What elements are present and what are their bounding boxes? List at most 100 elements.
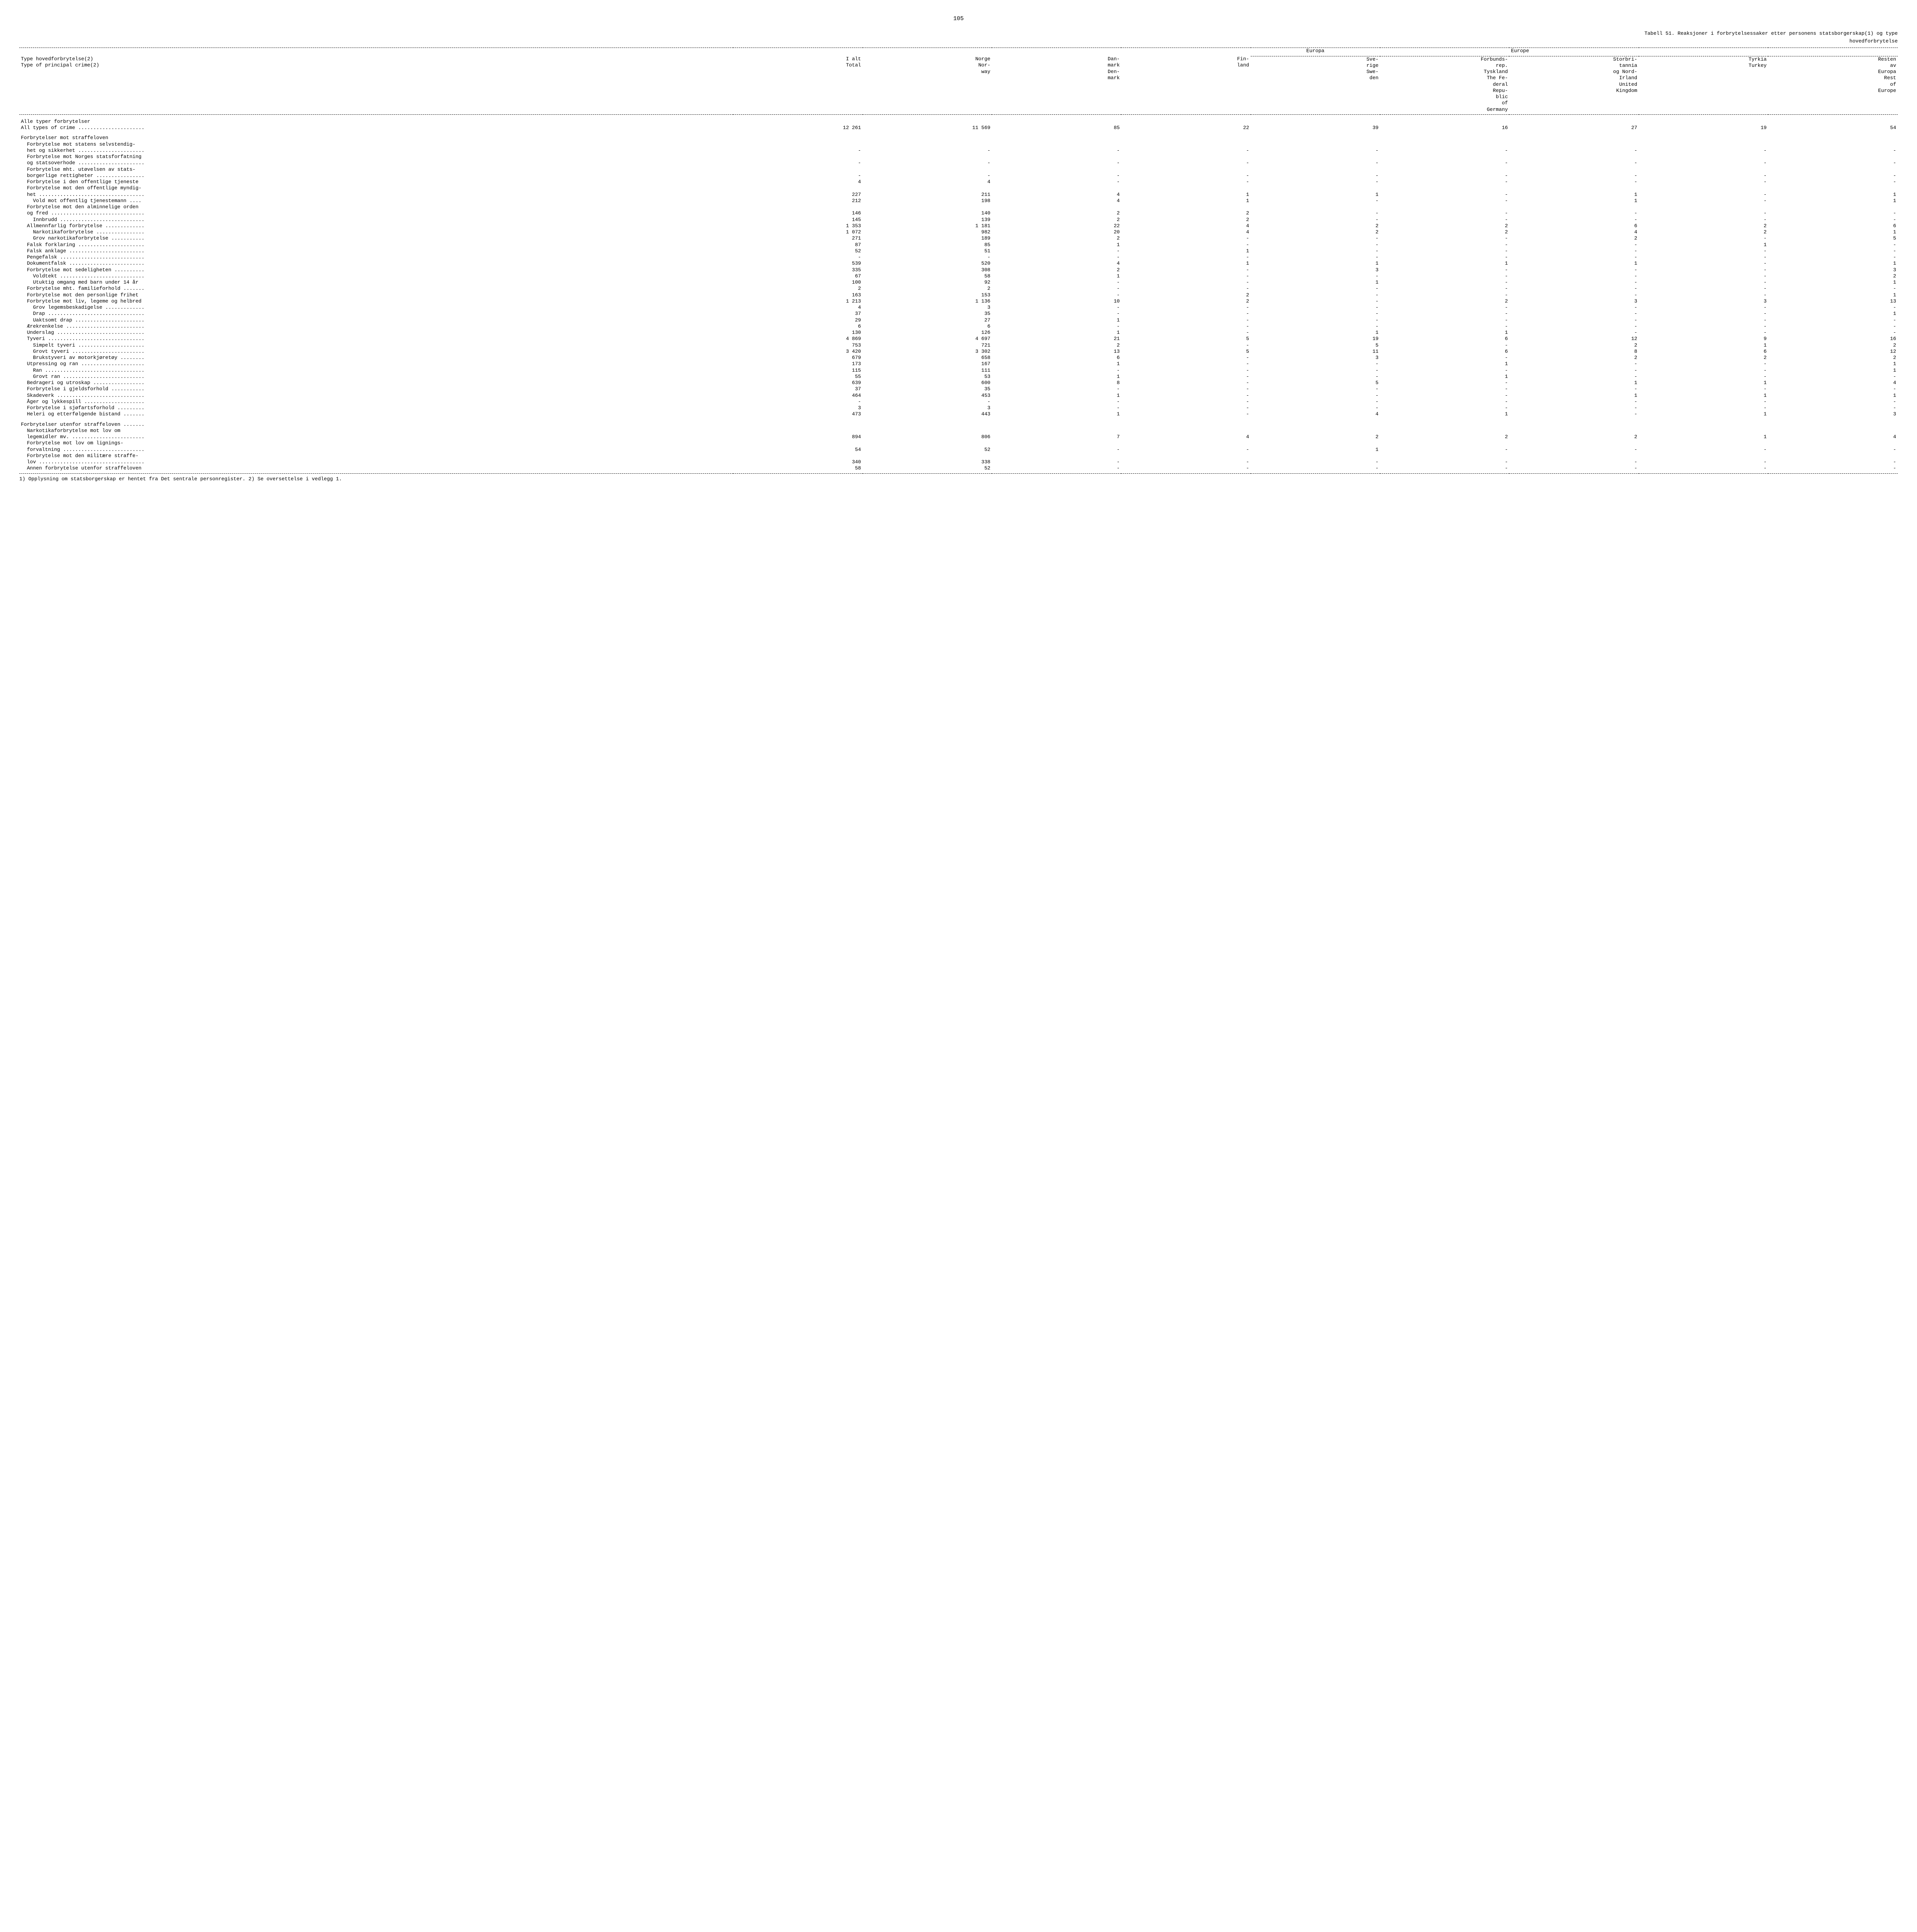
cell (992, 154, 1121, 160)
cell: - (992, 311, 1121, 317)
cell (1509, 154, 1639, 160)
footnote: 1) Opplysning om statsborgerskap er hent… (19, 476, 1898, 482)
cell (733, 204, 863, 210)
row-label: Åger og lykkespill .................... (19, 399, 733, 405)
table-row: og statsoverhode ......................-… (19, 160, 1898, 166)
cell (863, 141, 992, 148)
cell: - (1639, 330, 1768, 336)
cell: 335 (733, 267, 863, 273)
cell: 1 (1768, 311, 1898, 317)
cell: - (1639, 235, 1768, 242)
table-row: Utpressing og ran .....................1… (19, 361, 1898, 367)
cell: 1 (1768, 192, 1898, 198)
cell: - (1509, 323, 1639, 330)
cell: 5 (1251, 380, 1380, 386)
cell (1380, 131, 1510, 135)
cell: - (1509, 292, 1639, 298)
cell: - (1639, 273, 1768, 279)
cell: - (1509, 317, 1639, 323)
cell: 338 (863, 459, 992, 465)
cell: - (1639, 447, 1768, 453)
cell: - (1768, 459, 1898, 465)
cell: 2 (1768, 342, 1898, 349)
cell: - (1509, 273, 1639, 279)
cell (863, 453, 992, 459)
cell (863, 204, 992, 210)
cell: - (1509, 330, 1639, 336)
cell: - (1639, 160, 1768, 166)
cell: 2 (1251, 229, 1380, 235)
cell: 3 (733, 405, 863, 411)
cell: 58 (863, 273, 992, 279)
cell: 1 (1639, 434, 1768, 440)
table-row: Forbrytelser mot straffeloven (19, 135, 1898, 141)
row-label: borgerlige rettigheter ................ (19, 173, 733, 179)
cell: - (1251, 304, 1380, 311)
table-row: Narkotikaforbrytelse mot lov om (19, 428, 1898, 434)
cell: 35 (863, 311, 992, 317)
cell (733, 418, 863, 422)
cell: 2 (1768, 355, 1898, 361)
cell: 8 (1509, 349, 1639, 355)
cell: - (1121, 342, 1251, 349)
cell: - (1121, 405, 1251, 411)
cell: 539 (733, 260, 863, 267)
cell: - (1251, 465, 1380, 471)
cell: - (1768, 248, 1898, 254)
table-row: Alle typer forbrytelser (19, 119, 1898, 125)
table-row: Forbrytelse i den offentlige tjeneste44-… (19, 179, 1898, 185)
cell: 22 (1121, 125, 1251, 131)
cell: - (992, 465, 1121, 471)
cell: - (1121, 361, 1251, 367)
cell: 3 (863, 405, 992, 411)
cell (863, 135, 992, 141)
cell: 5 (1121, 349, 1251, 355)
cell: - (1639, 267, 1768, 273)
cell (733, 428, 863, 434)
cell (1639, 131, 1768, 135)
cell: 1 (1251, 260, 1380, 267)
cell: - (1380, 160, 1510, 166)
cell: 1 (992, 361, 1121, 367)
table-row: Forbrytelse i sjøfartsforhold .........3… (19, 405, 1898, 411)
row-label: Forbrytelse mot statens selvstendig- (19, 141, 733, 148)
cell: - (992, 148, 1121, 154)
cell (1251, 418, 1380, 422)
cell: - (1380, 311, 1510, 317)
cell: 167 (863, 361, 992, 367)
cell: - (1121, 459, 1251, 465)
cell (1121, 440, 1251, 446)
cell: 53 (863, 374, 992, 380)
cell (992, 185, 1121, 191)
cell: - (1639, 217, 1768, 223)
cell: 27 (1509, 125, 1639, 131)
cell: - (1251, 367, 1380, 374)
cell: 211 (863, 192, 992, 198)
row-label: forvaltning ........................... (19, 447, 733, 453)
row-label: Forbrytelser utenfor straffeloven ......… (19, 422, 733, 428)
cell (1509, 422, 1639, 428)
cell: 2 (1639, 223, 1768, 229)
cell: 4 (1121, 223, 1251, 229)
cell (1251, 131, 1380, 135)
table-row: Forbrytelse mot sedeligheten ..........3… (19, 267, 1898, 273)
cell: 6 (733, 323, 863, 330)
row-label: Pengefalsk ............................ (19, 254, 733, 260)
cell: 212 (733, 198, 863, 204)
cell: - (1509, 286, 1639, 292)
table-row: Forbrytelse i gjeldsforhold ...........3… (19, 386, 1898, 392)
cell (863, 418, 992, 422)
cell: - (733, 399, 863, 405)
cell: 4 (992, 192, 1121, 198)
table-row: lov ...................................3… (19, 459, 1898, 465)
cell: - (1768, 317, 1898, 323)
cell (733, 135, 863, 141)
cell: - (1121, 330, 1251, 336)
cell: - (1121, 367, 1251, 374)
cell: - (1251, 248, 1380, 254)
cell (1509, 167, 1639, 173)
cell: - (1380, 267, 1510, 273)
cell: - (1380, 254, 1510, 260)
cell (1251, 154, 1380, 160)
cell: 4 (863, 179, 992, 185)
